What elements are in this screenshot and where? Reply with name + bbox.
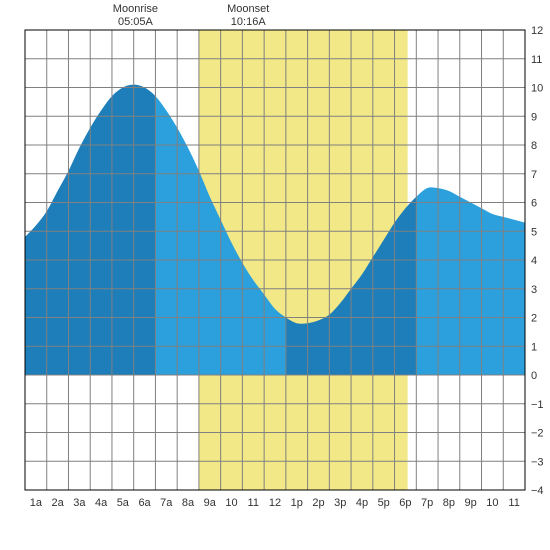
svg-text:5: 5 [531,226,537,238]
svg-text:1: 1 [531,341,537,353]
svg-text:12: 12 [269,497,281,509]
svg-text:2a: 2a [51,497,64,509]
svg-text:1a: 1a [30,497,43,509]
svg-text:11: 11 [508,497,519,509]
svg-text:−2: −2 [531,428,544,440]
svg-text:1p: 1p [291,497,303,509]
annotation-moonrise: Moonrise 05:05A [113,3,158,29]
svg-text:6: 6 [531,198,537,210]
svg-text:8a: 8a [182,497,195,509]
svg-text:2: 2 [531,313,537,325]
svg-text:9p: 9p [465,497,477,509]
svg-text:3: 3 [531,284,537,296]
svg-text:6p: 6p [399,497,411,509]
svg-text:3p: 3p [334,497,346,509]
svg-text:2p: 2p [312,497,324,509]
svg-text:4a: 4a [95,497,108,509]
svg-text:9a: 9a [204,497,217,509]
svg-text:−3: −3 [531,456,544,468]
svg-text:11: 11 [248,497,259,509]
svg-text:4: 4 [531,255,537,267]
svg-text:4p: 4p [356,497,368,509]
svg-text:−4: −4 [531,485,544,497]
svg-text:10: 10 [486,497,498,509]
svg-text:8: 8 [531,140,537,152]
svg-text:−1: −1 [531,399,544,411]
svg-text:9: 9 [531,111,537,123]
annotation-time: 05:05A [113,16,158,29]
svg-text:7p: 7p [421,497,433,509]
svg-text:0: 0 [531,370,537,382]
svg-text:3a: 3a [73,497,86,509]
svg-text:5p: 5p [378,497,390,509]
svg-text:8p: 8p [443,497,455,509]
svg-text:7a: 7a [160,497,173,509]
svg-text:7: 7 [531,169,537,181]
annotation-title: Moonset [227,3,269,16]
annotation-time: 10:16A [227,16,269,29]
annotation-title: Moonrise [113,3,158,16]
chart-svg: −4−3−2−101234567891011121a2a3a4a5a6a7a8a… [0,0,550,550]
annotation-moonset: Moonset 10:16A [227,3,269,29]
svg-text:5a: 5a [117,497,130,509]
tide-chart: −4−3−2−101234567891011121a2a3a4a5a6a7a8a… [0,0,550,550]
svg-text:10: 10 [531,83,543,95]
svg-text:12: 12 [531,25,543,37]
svg-text:10: 10 [225,497,237,509]
svg-text:11: 11 [531,54,542,66]
svg-text:6a: 6a [138,497,151,509]
